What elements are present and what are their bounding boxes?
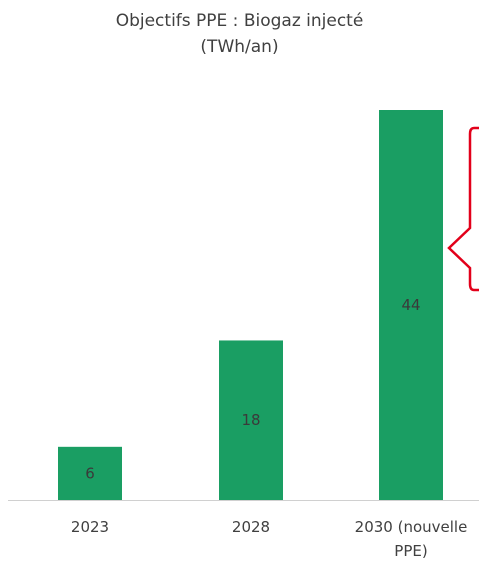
x-tick-label-3-line-1: 2030 (nouvelle bbox=[355, 518, 468, 536]
data-label-1: 6 bbox=[85, 464, 95, 482]
x-tick-label-1: 2023 bbox=[71, 518, 109, 536]
labels-layer: 6 2023 18 2028 44 2030 (nouvelle PPE) bbox=[71, 296, 467, 560]
data-label-3: 44 bbox=[401, 296, 420, 314]
bars-layer bbox=[58, 110, 443, 500]
chart-title: Objectifs PPE : Biogaz injecté (TWh/an) bbox=[0, 8, 479, 60]
chart-title-line-1: Objectifs PPE : Biogaz injecté bbox=[115, 11, 364, 31]
bar-3 bbox=[379, 110, 443, 500]
x-tick-label-2: 2028 bbox=[232, 518, 270, 536]
x-tick-label-3-line-2: PPE) bbox=[394, 542, 427, 560]
data-label-2: 18 bbox=[241, 411, 260, 429]
chart-title-line-2: (TWh/an) bbox=[200, 37, 279, 57]
callout-shape bbox=[447, 126, 479, 292]
bar-1 bbox=[58, 446, 122, 500]
bar-2 bbox=[219, 340, 283, 500]
